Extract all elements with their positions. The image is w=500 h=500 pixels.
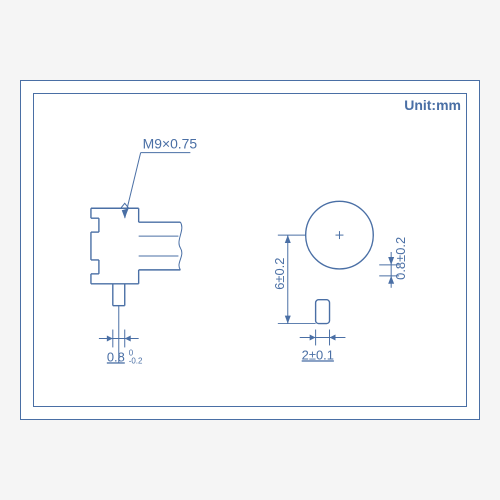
right-view: 6±0.2 0.8±0.2 2±0.1: [272, 201, 408, 362]
drawing-frame: Unit:mm M9×0.75: [20, 80, 480, 420]
pin-width-dim: 2±0.1: [302, 347, 334, 362]
thread-label: M9×0.75: [143, 136, 198, 152]
left-view: M9×0.75: [91, 136, 197, 366]
height-dim: 6±0.2: [272, 258, 287, 290]
offset-dim: 0.8±0.2: [393, 237, 408, 280]
technical-drawing: M9×0.75: [21, 81, 479, 419]
left-width-dim: 0.8: [107, 349, 125, 364]
left-width-tol: -0.2: [129, 356, 143, 365]
